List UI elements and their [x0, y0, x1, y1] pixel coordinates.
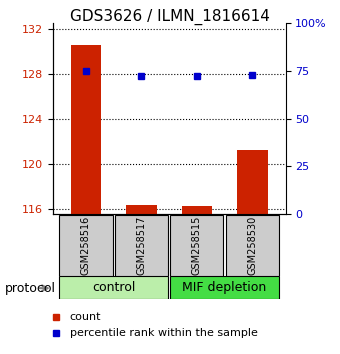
Text: GSM258515: GSM258515: [192, 216, 202, 275]
FancyBboxPatch shape: [59, 215, 113, 275]
Text: GSM258516: GSM258516: [81, 216, 91, 275]
FancyBboxPatch shape: [115, 215, 168, 275]
Bar: [237, 150, 268, 214]
Bar: [71, 46, 101, 214]
Text: control: control: [92, 281, 135, 294]
Text: count: count: [70, 312, 101, 322]
FancyBboxPatch shape: [226, 215, 279, 275]
Bar: [126, 205, 157, 214]
Text: GSM258517: GSM258517: [136, 216, 147, 275]
Text: protocol: protocol: [5, 282, 56, 295]
Bar: [182, 206, 212, 214]
Text: GDS3626 / ILMN_1816614: GDS3626 / ILMN_1816614: [70, 9, 270, 25]
Text: percentile rank within the sample: percentile rank within the sample: [70, 328, 258, 338]
FancyBboxPatch shape: [170, 215, 223, 275]
FancyBboxPatch shape: [170, 276, 279, 299]
Text: MIF depletion: MIF depletion: [183, 281, 267, 294]
Text: GSM258530: GSM258530: [247, 216, 257, 275]
FancyBboxPatch shape: [59, 276, 168, 299]
